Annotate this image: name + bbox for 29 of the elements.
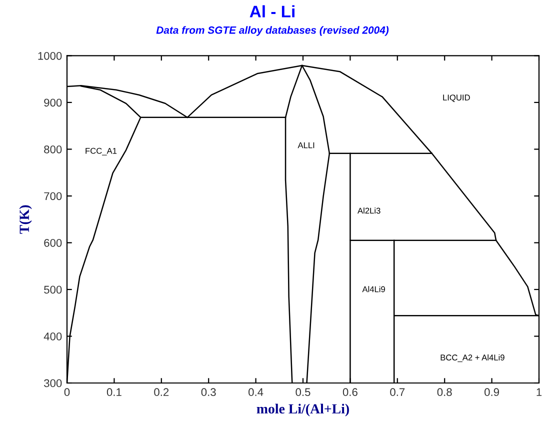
x-axis-title: mole Li/(Al+Li) xyxy=(256,404,349,416)
x-tick-label: 0.3 xyxy=(201,388,216,396)
chart-subtitle: Data from SGTE alloy databases (revised 2004) xyxy=(156,26,389,36)
annotation: BCC_A2 + Al4Li9 xyxy=(440,354,504,362)
x-tick-label: 0.6 xyxy=(342,388,358,396)
y-tick-label: 800 xyxy=(44,145,62,154)
x-tick-label: 0.7 xyxy=(390,388,405,396)
y-tick-label: 500 xyxy=(44,286,62,294)
y-axis-title: T(K) xyxy=(19,205,32,234)
chart-title: Al - Li xyxy=(250,5,294,18)
x-tick-label: 0.2 xyxy=(154,388,169,396)
annotation: Al4Li9 xyxy=(362,286,385,292)
x-tick-label: 0.8 xyxy=(437,388,452,396)
annotation: FCC_A1 xyxy=(86,148,117,156)
x-tick-label: 0 xyxy=(64,388,70,396)
y-tick-label: 1000 xyxy=(38,52,62,60)
y-tick-label: 700 xyxy=(44,192,62,200)
annotation: ALLI xyxy=(298,142,314,148)
x-tick-label: 1 xyxy=(536,388,542,396)
y-tick-label: 300 xyxy=(44,379,62,388)
y-tick-label: 900 xyxy=(44,98,62,107)
x-tick-label: 0.5 xyxy=(296,388,310,396)
y-tick-label: 400 xyxy=(44,332,62,340)
x-tick-label: 0.1 xyxy=(106,388,122,396)
annotation: Al2Li3 xyxy=(358,208,380,214)
y-tick-label: 600 xyxy=(44,238,62,247)
x-tick-label: 0.9 xyxy=(484,388,499,396)
x-tick-label: 0.4 xyxy=(248,388,264,396)
annotation: LIQUID xyxy=(443,94,470,102)
